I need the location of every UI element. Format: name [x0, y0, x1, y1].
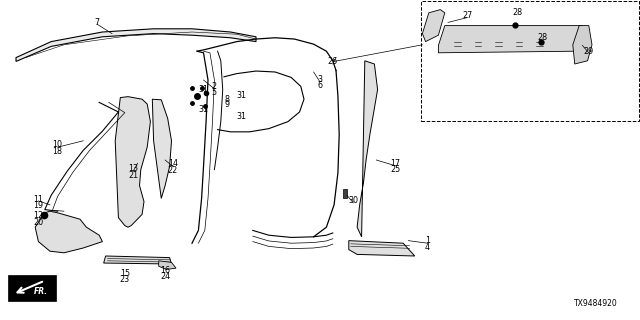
Polygon shape	[422, 10, 445, 42]
Text: 24: 24	[160, 272, 170, 281]
Text: 7: 7	[95, 18, 100, 27]
Text: 31: 31	[198, 85, 209, 94]
Text: 30: 30	[348, 196, 358, 205]
Text: 25: 25	[390, 165, 401, 174]
Text: 2: 2	[212, 82, 217, 91]
Text: 11: 11	[33, 195, 44, 204]
Text: 31: 31	[237, 112, 247, 121]
Polygon shape	[343, 189, 347, 198]
Polygon shape	[115, 97, 150, 227]
Text: 27: 27	[462, 11, 472, 20]
Text: 15: 15	[120, 269, 130, 278]
Polygon shape	[349, 241, 415, 256]
Text: 4: 4	[425, 243, 430, 252]
Text: 22: 22	[168, 166, 178, 175]
Bar	[8, 275, 56, 301]
Text: 12: 12	[33, 212, 44, 220]
Polygon shape	[35, 211, 102, 253]
Text: 1: 1	[425, 236, 430, 245]
Text: 29: 29	[584, 47, 594, 56]
Text: 20: 20	[33, 218, 44, 227]
Polygon shape	[573, 26, 592, 64]
Text: 6: 6	[317, 81, 323, 90]
Text: 8: 8	[225, 95, 230, 104]
Polygon shape	[16, 29, 256, 61]
Polygon shape	[152, 99, 172, 198]
Text: 19: 19	[33, 201, 44, 210]
Text: 17: 17	[390, 159, 401, 168]
Text: 13: 13	[128, 164, 138, 173]
Text: 21: 21	[128, 171, 138, 180]
Text: 31: 31	[237, 92, 247, 100]
Text: FR.: FR.	[34, 287, 48, 296]
Bar	[421, 1, 639, 121]
Text: 31: 31	[198, 105, 209, 114]
Text: 16: 16	[160, 266, 170, 275]
Text: 28: 28	[538, 33, 548, 42]
Text: 23: 23	[120, 276, 130, 284]
Polygon shape	[104, 256, 172, 264]
Text: 26: 26	[328, 57, 338, 66]
Text: 14: 14	[168, 159, 178, 168]
Polygon shape	[438, 26, 582, 53]
Polygon shape	[159, 261, 176, 269]
Text: 18: 18	[52, 147, 63, 156]
Text: 10: 10	[52, 140, 63, 149]
Text: 5: 5	[212, 88, 217, 97]
Text: 9: 9	[225, 100, 230, 109]
Polygon shape	[357, 61, 378, 237]
Text: 3: 3	[317, 75, 323, 84]
Text: 28: 28	[512, 8, 522, 17]
Text: TX9484920: TX9484920	[574, 299, 618, 308]
